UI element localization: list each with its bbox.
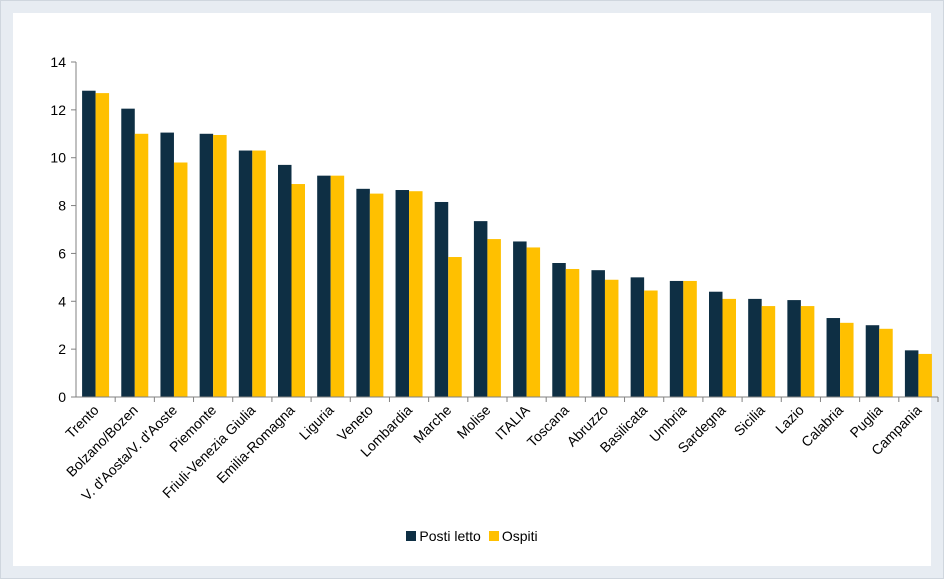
bar-posti-letto [552, 263, 566, 397]
bar-posti-letto [473, 221, 488, 397]
bar-posti-letto [317, 175, 331, 397]
bar-ospiti [95, 93, 110, 397]
bar-posti-letto [199, 133, 214, 398]
legend-item-posti-letto: Posti letto [406, 528, 481, 544]
y-tick-label: 12 [50, 102, 66, 118]
bar-ospiti [565, 268, 580, 397]
bar-ospiti [761, 306, 776, 397]
bar-ospiti [604, 279, 619, 397]
bar-ospiti [134, 133, 149, 398]
bar-ospiti [291, 184, 305, 397]
bar-ospiti [800, 306, 815, 397]
bar-posti-letto [630, 277, 645, 397]
y-tick-label: 8 [58, 198, 66, 214]
x-tick-label: Sicilia [731, 402, 768, 439]
bar-ospiti [526, 247, 541, 397]
x-tick-label: Marche [410, 402, 454, 446]
bar-ospiti [879, 328, 893, 397]
bar-ospiti [644, 290, 658, 397]
bar-ospiti [173, 162, 188, 397]
bar-ospiti [722, 298, 736, 397]
legend-swatch-ospiti [488, 531, 499, 541]
bar-posti-letto [434, 201, 449, 397]
bar-posti-letto [238, 150, 253, 397]
bar-ospiti [448, 257, 462, 397]
bar-posti-letto [395, 190, 410, 397]
x-tick-label: Liguria [296, 402, 337, 443]
legend-swatch-posti-letto [406, 531, 417, 541]
bar-posti-letto [904, 350, 919, 397]
bar-ospiti [369, 193, 384, 397]
x-tick-label: Molise [454, 402, 494, 442]
bar-posti-letto [787, 300, 801, 397]
bar-ospiti [330, 175, 345, 397]
bar-posti-letto [709, 291, 723, 397]
y-tick-label: 14 [50, 54, 66, 70]
bar-posti-letto [82, 90, 96, 397]
legend-item-ospiti: Ospiti [488, 528, 538, 544]
bar-posti-letto [748, 298, 762, 397]
bar-ospiti [487, 239, 501, 397]
y-tick-label: 4 [58, 293, 66, 309]
bar-ospiti [409, 191, 423, 397]
x-tick-label: Lazio [772, 402, 807, 437]
bar-ospiti [213, 134, 227, 397]
y-tick-label: 2 [58, 341, 66, 357]
bar-posti-letto [865, 325, 880, 397]
y-tick-label: 6 [58, 245, 66, 261]
bar-ospiti [683, 280, 697, 397]
bar-posti-letto [356, 188, 370, 397]
bar-posti-letto [669, 280, 684, 397]
bar-posti-letto [826, 318, 841, 397]
bar-posti-letto [513, 241, 527, 397]
bar-posti-letto [160, 132, 174, 397]
bar-ospiti [840, 322, 854, 397]
x-tick-label: Toscana [524, 402, 572, 450]
bar-posti-letto [121, 108, 135, 398]
bar-posti-letto [278, 164, 292, 397]
legend-label-posti-letto: Posti letto [419, 528, 481, 544]
bar-ospiti [918, 353, 932, 397]
bar-posti-letto [591, 270, 605, 397]
x-tick-label: Calabria [798, 402, 846, 450]
bar-ospiti [252, 150, 266, 397]
legend: Posti letto Ospiti [1, 528, 943, 544]
legend-label-ospiti: Ospiti [501, 528, 538, 544]
y-tick-label: 10 [50, 150, 66, 166]
y-tick-label: 0 [58, 389, 66, 405]
